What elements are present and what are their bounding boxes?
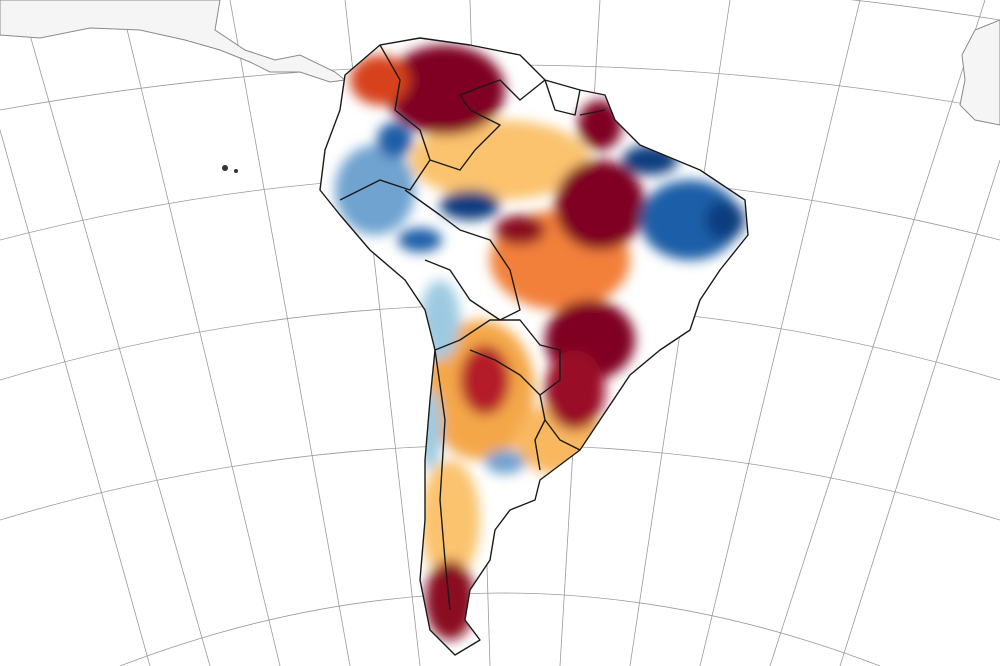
island xyxy=(222,165,228,171)
anomaly-field xyxy=(320,38,748,655)
other-land xyxy=(0,0,1000,173)
island xyxy=(234,169,238,173)
borders xyxy=(319,37,749,656)
